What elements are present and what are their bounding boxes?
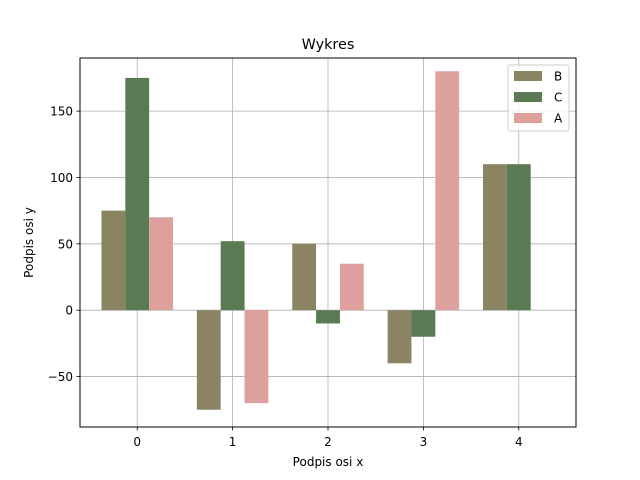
bar-C-4 [506,164,531,311]
bar-B-4 [483,164,507,311]
bar-C-3 [411,310,436,337]
bar-B-3 [387,310,412,364]
y-tick-label: 100 [50,171,73,185]
x-tick-label: 4 [515,435,523,449]
legend-swatch-A [514,113,542,123]
legend-label-C: C [554,91,562,105]
x-tick-label: 1 [229,435,237,449]
y-axis-label: Podpis osi y [22,207,36,278]
legend: BCA [507,64,570,132]
y-tick-label: 0 [65,304,73,318]
chart-title: Wykres [302,37,355,53]
legend-label-A: A [554,112,563,126]
bar-A-1 [244,310,269,404]
bar-B-0 [101,210,126,311]
y-tick-label: −50 [48,370,73,384]
bar-A-0 [149,217,173,311]
legend-swatch-B [514,71,542,81]
bar-B-2 [292,243,317,311]
bar-A-2 [339,263,364,311]
x-tick-label: 3 [420,435,428,449]
legend-swatch-C [514,92,542,102]
bar-B-1 [196,310,221,410]
axis-ticks: 0 1 2 3 4 −50 0 50 100 150 [48,105,523,449]
bar-C-1 [220,241,245,311]
bar-C-0 [125,77,150,311]
y-tick-label: 150 [50,105,73,119]
y-tick-label: 50 [58,237,73,251]
x-tick-label: 2 [324,435,332,449]
bars-group [101,71,531,410]
x-tick-label: 0 [133,435,141,449]
bar-C-2 [316,310,340,324]
x-axis-label: Podpis osi x [293,455,364,469]
bar-A-3 [435,71,460,311]
legend-label-B: B [554,70,562,84]
